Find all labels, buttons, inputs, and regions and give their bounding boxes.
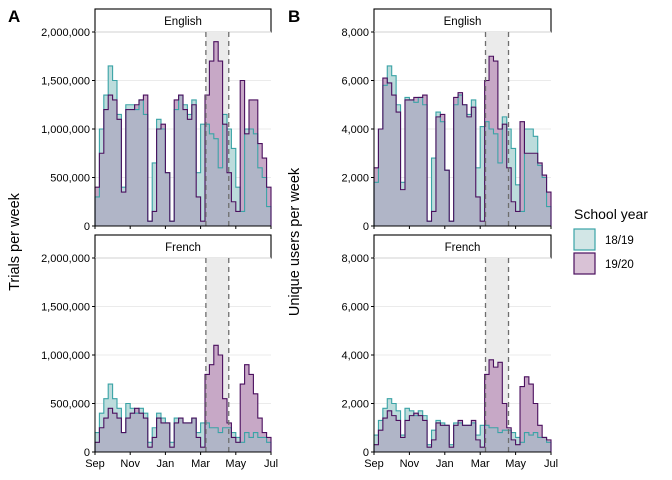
facets: English 0 500,000 1,000,000 1,500,000 2,000,0…	[41, 8, 558, 470]
y-tick-label: 2,000,000	[41, 253, 90, 265]
x-tick-label: May	[505, 458, 526, 470]
x-tick-label: Jan	[436, 458, 454, 470]
y-tick-label: 500,000	[50, 173, 90, 185]
y-tick-label: 0	[363, 221, 369, 233]
x-tick-label: May	[225, 458, 246, 470]
facet-strip-label: French	[445, 242, 481, 254]
y-tick-label: 2,000	[341, 173, 369, 185]
legend: School year 18/19 19/20	[573, 206, 648, 275]
y-tick-label: 4,000	[341, 124, 369, 136]
y-tick-label: 1,000,000	[41, 124, 90, 136]
x-tick-label: Jan	[157, 458, 175, 470]
line-1920	[94, 344, 272, 452]
y-axis-title-a: Trials per week	[7, 192, 23, 291]
facet-b-french: French 0 2,000 4,000 6,000 8,000 Sep Nov Jan Mar M…	[341, 234, 558, 470]
y-tick-label: 0	[84, 221, 90, 233]
y-tick-label: 6,000	[341, 76, 369, 88]
legend-key-1920	[573, 252, 596, 275]
legend-label-1819: 18/19	[605, 235, 634, 247]
y-tick-label: 500,000	[50, 399, 90, 411]
y-tick-label: 1,500,000	[41, 302, 90, 314]
facet-strip-label: English	[444, 16, 482, 28]
x-tick-label: Mar	[471, 458, 490, 470]
x-tick-label: Nov	[400, 458, 420, 470]
x-tick-label: Sep	[85, 458, 105, 470]
y-tick-label: 8,000	[341, 27, 369, 39]
x-tick-label: Nov	[120, 458, 140, 470]
line-1920	[373, 55, 552, 226]
panel-letter-b: B	[288, 7, 300, 26]
panel-letter-a: A	[8, 7, 20, 26]
line-1920	[94, 41, 272, 226]
facet-a-english: English 0 500,000 1,000,000 1,500,000 2,000,0…	[41, 8, 272, 233]
facet-strip-label: French	[165, 242, 201, 254]
legend-title: School year	[574, 206, 648, 222]
facet-strip-label: English	[164, 16, 202, 28]
legend-key-1819	[573, 228, 596, 251]
y-tick-label: 2,000	[341, 399, 369, 411]
area-overlap	[95, 65, 271, 226]
y-tick-label: 8,000	[341, 253, 369, 265]
legend-label-1920: 19/20	[605, 259, 634, 271]
y-tick-label: 6,000	[341, 302, 369, 314]
x-tick-label: Jul	[544, 458, 558, 470]
y-tick-label: 0	[84, 447, 90, 459]
y-axis-title-b: Unique users per week	[287, 167, 303, 316]
y-tick-label: 0	[363, 447, 369, 459]
facet-a-french: French 0 500,000 1,000,000 1,500,000 2,000,00…	[41, 234, 278, 470]
line-1920	[373, 359, 552, 452]
facet-b-english: English 0 2,000 4,000 6,000 8,000	[341, 8, 552, 233]
x-tick-label: Jul	[264, 458, 278, 470]
y-tick-label: 4,000	[341, 350, 369, 362]
x-tick-label: Mar	[191, 458, 210, 470]
y-tick-label: 1,000,000	[41, 350, 90, 362]
y-tick-label: 2,000,000	[41, 27, 90, 39]
x-tick-label: Sep	[364, 458, 384, 470]
y-tick-label: 1,500,000	[41, 76, 90, 88]
